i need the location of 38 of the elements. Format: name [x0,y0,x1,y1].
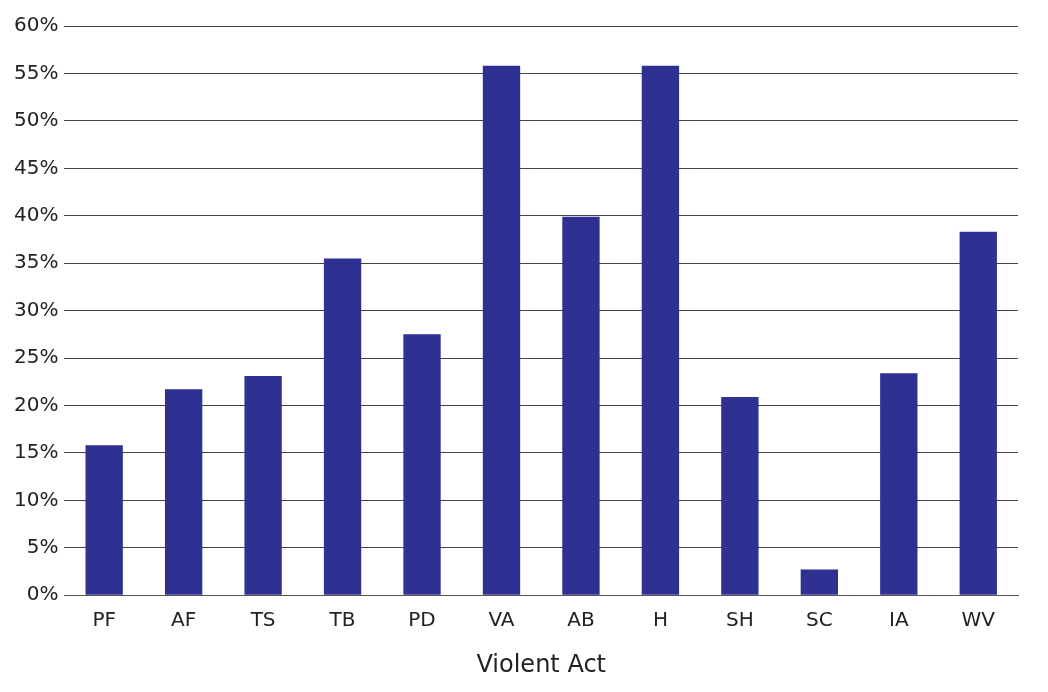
y-tick-label: 5% [26,533,59,558]
y-tick-label: 45% [14,154,59,179]
bar [482,65,521,595]
bar [959,231,997,595]
y-tick-label: 40% [14,201,59,226]
y-tick-label: 60% [14,12,59,37]
y-tick-label: 50% [14,107,59,132]
bar [164,389,203,595]
bar [403,334,441,595]
y-tick-label: 15% [14,439,59,464]
y-tick-label: 55% [14,59,59,84]
bar [800,569,839,595]
bar [880,373,918,595]
x-tick-label: SC [806,607,833,632]
x-tick-label: TS [249,607,276,632]
x-tick-label: VA [488,607,515,632]
bar [85,445,123,595]
y-tick-label: 0% [26,581,59,606]
y-tick-label: 35% [14,249,59,274]
bar [562,216,600,595]
y-tick-label: 20% [14,391,59,416]
x-tick-label: AF [171,607,197,632]
x-tick-label: TB [328,607,356,632]
x-tick-label: PD [408,607,436,632]
y-tick-label: 25% [14,344,59,369]
x-tick-label: WV [961,607,996,632]
bar [244,376,282,595]
x-tick-label: H [652,607,668,632]
x-axis-title: Violent Act [476,649,606,678]
x-tick-label: PF [92,607,116,632]
y-tick-label: 30% [14,296,59,321]
x-tick-label: AB [567,607,595,632]
y-tick-label: 10% [14,486,59,511]
x-tick-label: IA [889,607,909,632]
bar [323,258,362,595]
x-tick-label: SH [726,607,754,632]
bar [721,396,759,595]
bar [641,65,680,595]
